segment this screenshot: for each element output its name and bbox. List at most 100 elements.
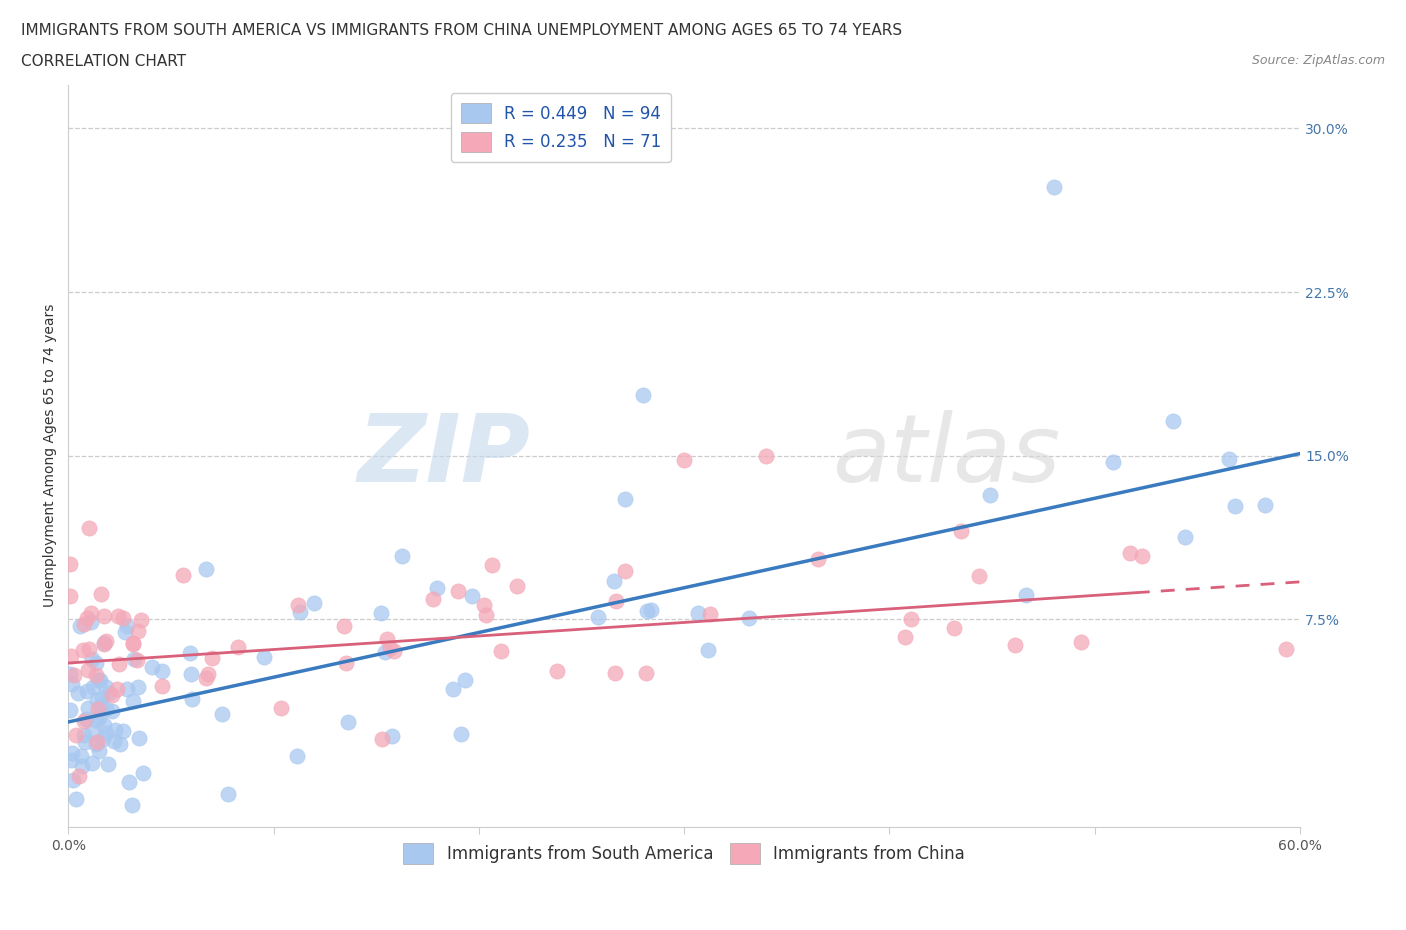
Point — [737, 611, 759, 626]
Point — [112, 611, 135, 626]
Point — [381, 729, 404, 744]
Point — [201, 650, 224, 665]
Point — [76, 611, 98, 626]
Point — [337, 714, 360, 729]
Point — [673, 453, 696, 468]
Legend: Immigrants from South America, Immigrants from China: Immigrants from South America, Immigrant… — [396, 837, 972, 870]
Point — [86, 735, 108, 750]
Point — [374, 644, 396, 659]
Point — [107, 657, 129, 671]
Point — [226, 639, 249, 654]
Point — [73, 713, 96, 728]
Point — [73, 727, 96, 742]
Point — [115, 618, 138, 633]
Point — [70, 759, 93, 774]
Point — [370, 732, 392, 747]
Point — [613, 492, 636, 507]
Point — [93, 637, 115, 652]
Point — [631, 387, 654, 402]
Point — [132, 765, 155, 780]
Point — [1225, 498, 1247, 513]
Point — [197, 667, 219, 682]
Point — [253, 649, 276, 664]
Point — [103, 734, 125, 749]
Point — [73, 735, 96, 750]
Point — [506, 578, 529, 593]
Point — [603, 573, 626, 588]
Point — [1174, 529, 1197, 544]
Point — [121, 636, 143, 651]
Point — [97, 756, 120, 771]
Point — [807, 551, 830, 566]
Point — [285, 749, 308, 764]
Point — [943, 620, 966, 635]
Point — [101, 687, 124, 702]
Point — [1004, 637, 1026, 652]
Point — [1119, 545, 1142, 560]
Point — [65, 791, 87, 806]
Point — [1274, 641, 1296, 656]
Point — [65, 728, 87, 743]
Point — [605, 593, 627, 608]
Point — [82, 679, 104, 694]
Point — [77, 662, 100, 677]
Point — [129, 612, 152, 627]
Point — [80, 755, 103, 770]
Point — [60, 649, 83, 664]
Point — [900, 612, 922, 627]
Point — [461, 589, 484, 604]
Point — [150, 663, 173, 678]
Point — [76, 700, 98, 715]
Point — [86, 693, 108, 708]
Point — [93, 717, 115, 732]
Point — [93, 608, 115, 623]
Point — [217, 786, 239, 801]
Point — [489, 644, 512, 658]
Point — [475, 608, 498, 623]
Point — [1102, 455, 1125, 470]
Point — [422, 591, 444, 606]
Point — [1042, 179, 1064, 194]
Point — [94, 633, 117, 648]
Point — [72, 643, 94, 658]
Point — [104, 723, 127, 737]
Point — [112, 724, 135, 738]
Point — [77, 642, 100, 657]
Point — [127, 624, 149, 639]
Point — [96, 726, 118, 741]
Point — [270, 701, 292, 716]
Point — [335, 656, 357, 671]
Point — [73, 617, 96, 631]
Point — [382, 644, 405, 658]
Point — [67, 768, 90, 783]
Point — [450, 727, 472, 742]
Point — [603, 666, 626, 681]
Point — [69, 749, 91, 764]
Point — [950, 524, 973, 538]
Point — [62, 772, 84, 787]
Point — [63, 668, 86, 683]
Point — [122, 635, 145, 650]
Point — [59, 703, 82, 718]
Point — [107, 608, 129, 623]
Text: IMMIGRANTS FROM SOUTH AMERICA VS IMMIGRANTS FROM CHINA UNEMPLOYMENT AMONG AGES 6: IMMIGRANTS FROM SOUTH AMERICA VS IMMIGRA… — [21, 23, 903, 38]
Point — [481, 557, 503, 572]
Point — [93, 636, 115, 651]
Point — [1254, 498, 1277, 513]
Point — [89, 743, 111, 758]
Point — [80, 605, 103, 620]
Point — [98, 685, 121, 700]
Point — [613, 564, 636, 578]
Point — [426, 580, 449, 595]
Point — [172, 567, 194, 582]
Text: CORRELATION CHART: CORRELATION CHART — [21, 54, 186, 69]
Point — [60, 746, 83, 761]
Point — [87, 701, 110, 716]
Point — [84, 668, 107, 683]
Point — [288, 604, 311, 619]
Point — [60, 752, 83, 767]
Point — [1070, 634, 1092, 649]
Text: atlas: atlas — [832, 410, 1060, 501]
Point — [636, 604, 658, 618]
Point — [755, 448, 778, 463]
